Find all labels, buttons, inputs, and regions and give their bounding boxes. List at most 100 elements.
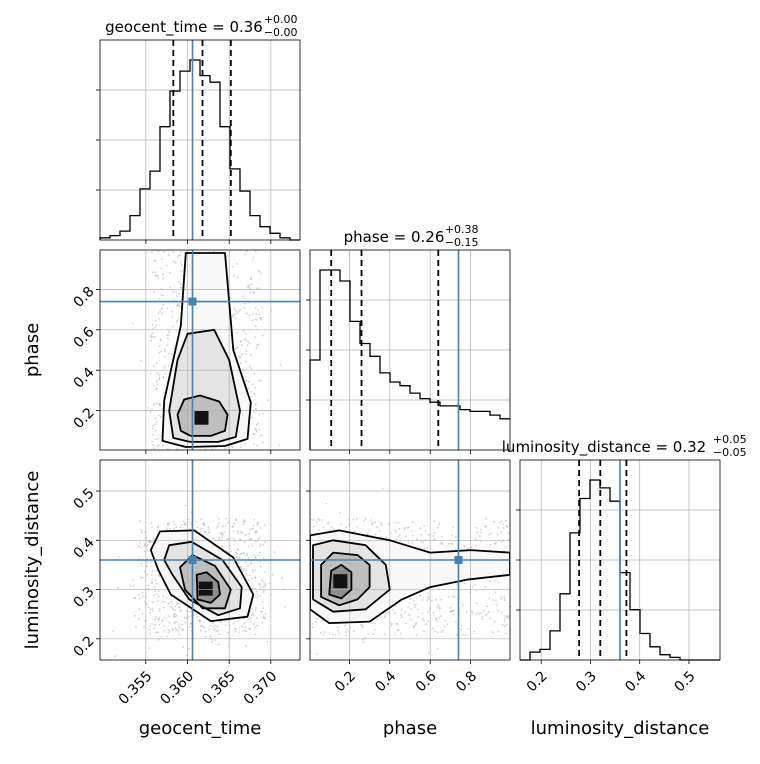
scatter-point (152, 385, 155, 387)
scatter-point (371, 522, 373, 524)
scatter-point (239, 308, 242, 311)
scatter-point (355, 517, 358, 520)
scatter-point (416, 538, 418, 541)
scatter-point (492, 599, 494, 601)
scatter-point (295, 570, 297, 572)
scatter-point (398, 534, 401, 536)
scatter-point (159, 310, 161, 312)
scatter-point (170, 486, 172, 488)
scatter-point (183, 522, 186, 525)
y-tick-label: 0.8 (71, 284, 98, 311)
scatter-point (516, 605, 518, 607)
scatter-point (173, 347, 176, 350)
scatter-point (246, 554, 248, 556)
scatter-point (147, 606, 150, 609)
scatter-point (484, 614, 487, 617)
scatter-point (196, 452, 198, 454)
truth-marker (188, 297, 197, 306)
scatter-point (339, 511, 341, 514)
scatter-point (203, 522, 205, 525)
scatter-point (276, 604, 278, 606)
scatter-point (172, 608, 175, 611)
scatter-point (258, 582, 260, 585)
scatter-point (303, 579, 305, 581)
scatter-point (249, 620, 252, 623)
scatter-point (154, 245, 156, 247)
scatter-point (160, 294, 163, 296)
scatter-point (307, 573, 309, 575)
scatter-point (427, 596, 430, 598)
scatter-point (442, 629, 445, 632)
scatter-point (297, 596, 299, 598)
scatter-point (152, 537, 155, 540)
scatter-point (390, 532, 393, 534)
scatter-point (154, 319, 157, 322)
scatter-point (516, 557, 518, 559)
scatter-point (423, 619, 425, 622)
scatter-point (160, 416, 162, 418)
scatter-point (245, 312, 248, 315)
scatter-point (179, 251, 182, 253)
scatter-point (288, 621, 290, 623)
scatter-point (421, 618, 424, 620)
scatter-point (240, 473, 242, 475)
scatter-point (470, 610, 473, 612)
scatter-point (504, 599, 506, 601)
scatter-point (228, 245, 230, 247)
scatter-point (288, 622, 290, 624)
scatter-point (293, 584, 295, 586)
scatter-point (174, 615, 177, 618)
scatter-point (254, 576, 256, 579)
scatter-point (337, 629, 339, 632)
scatter-point (144, 550, 146, 553)
scatter-point (285, 574, 287, 576)
scatter-point (177, 602, 180, 604)
scatter-point (211, 483, 213, 485)
scatter-point (447, 542, 450, 545)
scatter-point (160, 307, 163, 310)
scatter-point (169, 271, 172, 274)
scatter-point (179, 261, 182, 264)
scatter-point (158, 402, 161, 405)
scatter-point (158, 451, 160, 453)
scatter-point (488, 533, 491, 536)
scatter-point (478, 535, 481, 537)
scatter-point (292, 630, 294, 632)
scatter-point (245, 630, 248, 633)
scatter-point (249, 353, 252, 356)
scatter-point (166, 344, 168, 346)
scatter-point (439, 598, 442, 601)
scatter-point (255, 403, 257, 405)
scatter-point (255, 428, 257, 431)
scatter-point (261, 621, 264, 624)
scatter-point (174, 609, 177, 612)
scatter-point (438, 607, 441, 610)
scatter-point (310, 518, 313, 521)
scatter-point (518, 544, 520, 546)
scatter-point (194, 243, 196, 245)
x-tick-label: 0.2 (332, 668, 359, 695)
scatter-point (173, 622, 176, 625)
scatter-point (166, 635, 169, 638)
scatter-point (155, 362, 158, 365)
scatter-point (507, 532, 510, 535)
scatter-point (385, 613, 388, 615)
scatter-point (244, 520, 246, 523)
scatter-point (200, 465, 202, 467)
scatter-point (236, 453, 238, 455)
scatter-point (233, 522, 235, 525)
scatter-point (217, 525, 219, 527)
scatter-point (257, 482, 259, 484)
scatter-point (245, 379, 248, 382)
scatter-point (303, 563, 305, 565)
y-tick-label: 0.4 (71, 535, 98, 562)
scatter-point (224, 468, 226, 470)
scatter-point (262, 615, 265, 618)
scatter-point (189, 622, 192, 625)
scatter-point (259, 560, 262, 563)
scatter-point (166, 447, 169, 450)
scatter-point (176, 601, 179, 604)
scatter-point (251, 528, 253, 530)
scatter-point (400, 609, 403, 612)
scatter-point (400, 616, 403, 618)
